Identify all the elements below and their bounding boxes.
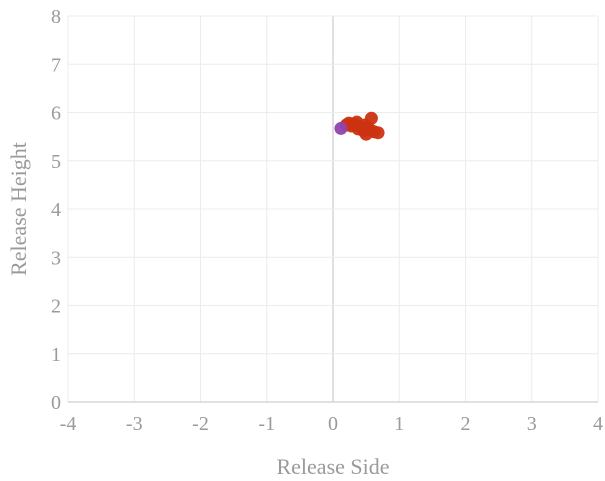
data-point — [334, 121, 348, 135]
x-tick-label: 0 — [328, 413, 338, 435]
y-axis-title: Release Height — [6, 142, 31, 276]
grid-layer — [67, 15, 599, 403]
y-tick-label: 1 — [51, 344, 61, 366]
tick-label-layer: -4 -3 -2 -1 0 1 2 3 4 0 1 2 3 4 5 6 7 8 — [51, 6, 603, 435]
x-tick-label: 4 — [593, 413, 603, 435]
y-tick-label: 5 — [51, 151, 61, 173]
y-tick-label: 2 — [51, 296, 61, 318]
data-point — [364, 111, 378, 125]
data-point — [371, 126, 385, 140]
y-tick-label: 3 — [51, 247, 61, 269]
y-tick-label: 8 — [51, 6, 61, 28]
y-tick-label: 6 — [51, 103, 61, 125]
x-tick-label: -2 — [192, 413, 209, 435]
x-axis-title: Release Side — [276, 454, 389, 479]
x-tick-label: 1 — [394, 413, 404, 435]
x-tick-label: 2 — [461, 413, 471, 435]
y-tick-label: 7 — [51, 54, 61, 76]
x-tick-label: -1 — [258, 413, 275, 435]
x-tick-label: -4 — [60, 413, 77, 435]
data-point-layer — [334, 111, 385, 141]
x-tick-label: -3 — [126, 413, 143, 435]
x-tick-label: 3 — [527, 413, 537, 435]
y-tick-label: 4 — [51, 199, 61, 221]
y-tick-label: 0 — [51, 392, 61, 414]
